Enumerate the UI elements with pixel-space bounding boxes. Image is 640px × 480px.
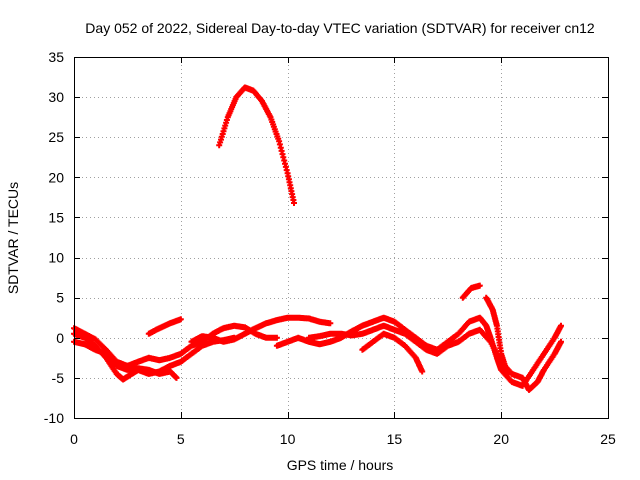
series-track-4 <box>145 316 184 337</box>
x-tick-label: 5 <box>177 431 185 447</box>
x-tick-label: 20 <box>493 431 509 447</box>
series-trace <box>72 340 178 380</box>
x-tick-label: 0 <box>70 431 78 447</box>
series-trace <box>275 316 563 388</box>
y-tick-label: 0 <box>56 330 64 346</box>
data-series <box>71 84 564 393</box>
series-trace <box>147 317 183 336</box>
y-tick-label: 15 <box>48 209 64 225</box>
tick-labels: 0 5 10 15 20 25 -10 -5 0 5 10 15 20 25 30 35 <box>44 49 616 447</box>
grid-lines <box>74 57 608 418</box>
y-axis-label: SDTVAR / TECUs <box>5 182 21 294</box>
x-tick-label: 25 <box>600 431 616 447</box>
series-track-9 <box>359 330 426 375</box>
y-tick-label: 20 <box>48 169 64 185</box>
series-trace <box>484 296 510 376</box>
y-tick-label: -10 <box>44 410 64 426</box>
series-trace <box>307 324 563 392</box>
x-axis-label: GPS time / hours <box>287 457 394 473</box>
series-track-11 <box>483 294 511 377</box>
series-trace <box>217 86 296 205</box>
series-trace <box>360 332 424 373</box>
series-trace <box>72 324 279 368</box>
plot-frame <box>74 57 609 419</box>
x-tick-label: 15 <box>387 431 403 447</box>
series-track-6 <box>216 84 297 206</box>
series-trace <box>461 284 482 300</box>
y-tick-label: 35 <box>48 49 64 65</box>
series-track-10 <box>459 282 483 301</box>
axis-ticks <box>74 57 609 419</box>
y-tick-label: -5 <box>52 370 65 386</box>
series-markers <box>216 84 297 206</box>
y-tick-label: 10 <box>48 250 64 266</box>
x-tick-label: 10 <box>280 431 296 447</box>
y-tick-label: 25 <box>48 129 64 145</box>
chart-title: Day 052 of 2022, Sidereal Day-to-day VTE… <box>85 20 595 36</box>
y-tick-label: 30 <box>48 89 64 105</box>
y-tick-label: 5 <box>56 290 64 306</box>
series-trace <box>190 316 332 344</box>
series-track-5 <box>188 314 334 345</box>
series-track-8 <box>306 322 564 393</box>
